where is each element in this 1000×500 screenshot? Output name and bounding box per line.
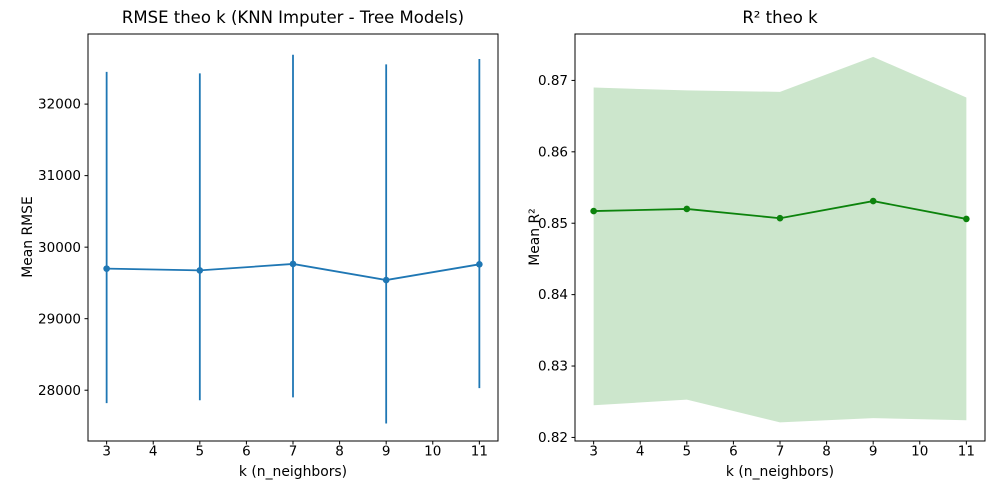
axes-spines [87,33,499,442]
y-tick-label: 32000 [38,97,81,113]
x-tick-label: 11 [471,444,488,460]
x-tick-label: 4 [149,444,158,460]
y-tick-label: 0.83 [538,359,568,375]
x-tick-label: 10 [424,444,441,460]
x-tick-label: 8 [822,444,831,460]
x-tick-label: 9 [869,444,878,460]
x-tick-label: 5 [683,444,692,460]
y-tick-label: 0.84 [538,287,568,303]
data-point-marker [776,214,784,222]
r2-plot-area: 3 4 5 6 7 8 9 10 11 0.82 0.83 0.84 0.85 0.86 0.87 [538,33,986,460]
data-point-marker [289,260,297,268]
x-tick-label: 3 [102,444,111,460]
x-tick-label: 10 [911,444,928,460]
data-point-marker [382,276,390,284]
x-tick-label: 5 [196,444,205,460]
rmse-plot-area: 3 4 5 6 7 8 9 10 11 28000 29000 30000 31000 32000 [38,33,499,460]
data-point-marker [476,261,483,268]
data-point-marker [683,205,691,213]
x-tick-label: 4 [636,444,645,460]
x-tick-label: 3 [589,444,598,460]
y-tick-label: 0.87 [538,73,568,89]
data-point-marker [869,197,877,205]
x-tick-label: 8 [335,444,344,460]
y-tick-label: 0.86 [538,144,568,160]
data-point-marker [196,267,204,274]
y-tick-label: 31000 [38,168,81,184]
y-tick-label: 30000 [38,240,81,256]
y-tick-label: 0.85 [538,216,568,232]
confidence-band [593,56,967,423]
r2-chart-title: R² theo k [742,8,818,27]
data-point-marker [103,265,110,272]
axes-spines [574,33,986,442]
x-tick-label: 6 [729,444,738,460]
r2-x-axis-label: k (n_neighbors) [725,464,835,480]
y-tick-label: 29000 [38,311,81,327]
rmse-chart-title: RMSE theo k (KNN Imputer - Tree Models) [121,8,465,27]
x-tick-label: 6 [242,444,251,460]
data-point-marker [963,215,970,223]
y-tick-label: 28000 [38,383,81,399]
x-tick-label: 7 [776,444,785,460]
x-tick-label: 7 [289,444,298,460]
x-tick-label: 11 [958,444,975,460]
x-tick-label: 9 [382,444,391,460]
y-tick-label: 0.82 [538,430,568,446]
data-point-marker [590,207,597,215]
rmse-x-axis-label: k (n_neighbors) [238,464,348,480]
